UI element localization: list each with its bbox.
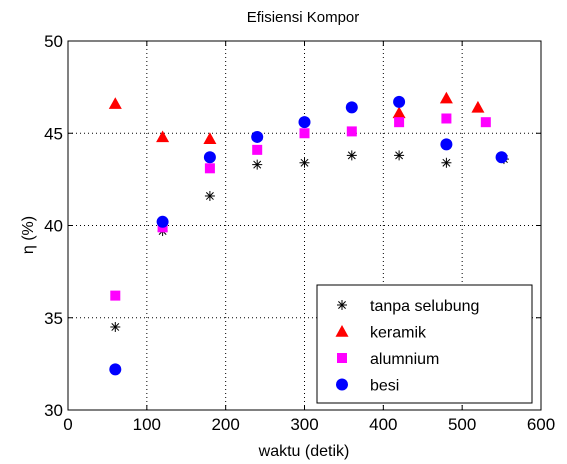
data-point [204,163,215,174]
x-tick-label: 300 [290,415,318,434]
y-tick-label: 35 [44,309,63,328]
data-point [299,128,310,139]
x-tick-label: 100 [133,415,161,434]
y-axis-label: η (%) [20,216,37,254]
x-tick-label: 600 [527,415,555,434]
series-3 [109,95,508,376]
legend-label: tanpa selubung [370,298,479,315]
data-marks [108,91,509,376]
data-point [110,290,121,301]
legend-item: besi [336,378,399,395]
legend-label: keramik [370,325,427,342]
data-point [394,117,405,128]
data-point [252,159,263,170]
legend-label: besi [370,378,399,395]
data-point [251,130,264,143]
data-point [440,138,453,151]
data-point [204,190,215,201]
data-point [471,100,485,113]
data-point [299,157,310,168]
x-axis-label: waktu (detik) [258,443,350,460]
y-tick-label: 45 [44,124,63,143]
plot-border [67,40,542,411]
x-tick-label: 500 [448,415,476,434]
data-point [441,113,452,124]
data-point [298,116,311,129]
data-point [203,151,216,164]
data-point [203,132,217,144]
x-tick-label: 200 [211,415,239,434]
legend-marker [337,300,347,310]
data-point [345,101,358,114]
data-point [346,150,357,161]
legend: tanpa selubung keramik alumnium besi [316,284,533,404]
data-point [480,117,491,128]
legend-item: keramik [335,325,427,342]
data-point [393,95,406,108]
data-point [441,157,452,168]
y-tick-label: 30 [44,401,63,420]
data-point [109,363,122,376]
legend-box [316,284,533,404]
data-point [346,126,357,137]
data-point [108,97,122,109]
data-point [110,321,121,332]
y-tick-label: 50 [44,32,63,51]
legend-marker [335,325,349,337]
data-point [495,151,508,164]
y-tick-label: 40 [44,217,63,236]
x-tick-label: 400 [369,415,397,434]
legend-marker [336,378,348,391]
legend-marker [337,353,347,363]
data-point [156,215,169,228]
data-point [156,130,170,143]
data-point [252,144,263,155]
data-point [392,106,406,119]
axis-ticks: 0 100 200 300 400 500 600 30 35 40 45 50 [44,32,555,434]
data-point [394,150,405,161]
series-1 [108,91,485,144]
chart-title: Efisiensi Kompor [247,9,360,26]
data-point [439,91,453,104]
x-tick-label: 0 [63,415,72,434]
legend-label: alumnium [370,351,439,368]
legend-item: tanpa selubung [337,298,479,315]
legend-item: alumnium [337,351,439,368]
